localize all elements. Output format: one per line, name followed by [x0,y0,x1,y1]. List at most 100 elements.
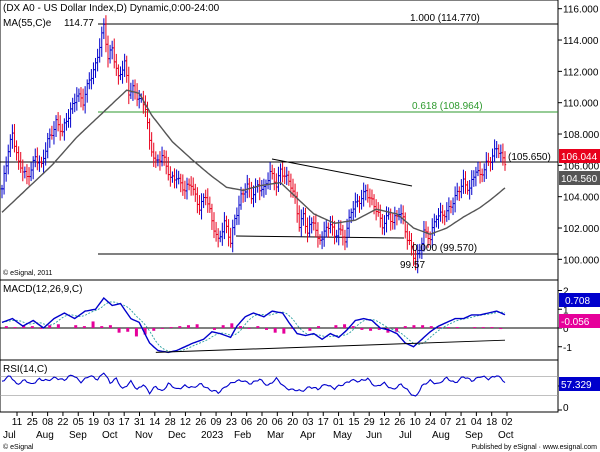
x-day-label: 25 [27,417,39,428]
x-month-label: Mar [267,430,285,441]
macd-tag: 0.708 [559,293,600,307]
x-day-label: 11 [12,417,23,428]
ma-label: MA(55,C)e [3,18,52,29]
price-y-tick-label: 108.000 [563,130,600,141]
x-day-label: 07 [440,417,452,428]
x-day-label: 29 [364,417,376,428]
macd-title: MACD(12,26,9,C) [3,284,82,295]
low-label: 99.57 [400,260,425,271]
svg-text:57.329: 57.329 [561,380,592,391]
x-month-label: Aug [36,430,54,441]
rsi-line [1,372,506,397]
price-tag: 106.044 [559,149,600,163]
rsi-y-tick-label: 0 [563,403,569,414]
x-month-label: Nov [135,430,153,441]
rsi-series [0,372,558,397]
x-month-label: Sep [465,430,483,441]
footer-right: Published by eSignal · www.esignal.com [471,444,597,451]
x-month-label: Feb [234,430,252,441]
rsi-panel-frame [0,359,559,413]
x-day-label: 26 [195,417,207,428]
price-y-axis: 100.000 102.000 104.000 106.000 108.000 110.0… [558,5,600,266]
price-panel-frame [0,0,559,281]
x-day-label: 09 [211,417,223,428]
price-y-tick-label: 112.000 [563,67,599,78]
x-day-label: 01 [333,417,345,428]
x-month-label: Dec [168,430,186,441]
macd-line [1,296,506,354]
rsi-tag: 57.329 [559,377,600,391]
svg-text:104.560: 104.560 [561,174,598,185]
x-day-label: 20 [287,417,299,428]
x-day-label: 28 [165,417,177,428]
x-day-label: 06 [241,417,253,428]
svg-text:106.044: 106.044 [561,152,598,163]
x-day-label: 08 [42,417,54,428]
x-month-label: Oct [102,430,118,441]
x-day-label: 06 [272,417,284,428]
rsi-title: RSI(14,C) [3,364,47,375]
x-day-label: 23 [226,417,238,428]
copyright-label: © eSignal, 2011 [3,269,53,277]
price-y-tick-label: 102.000 [563,224,600,235]
x-month-label: Jul [3,430,16,441]
price-bar [503,151,507,171]
x-day-label: 31 [134,417,146,428]
price-y-tick-label: 116.000 [563,5,599,16]
x-month-label: Jun [366,430,382,441]
x-month-label: Jul [399,430,412,441]
x-day-label: 04 [471,417,483,428]
x-day-label: 10 [410,417,422,428]
x-day-label: 19 [88,417,100,428]
x-day-label: 05 [73,417,85,428]
x-month-label: 2023 [201,430,224,441]
x-day-label: 02 [501,417,513,428]
x-day-label: 03 [103,417,115,428]
signal-line [1,301,506,353]
x-day-label: 12 [180,417,192,428]
fib-000-label: 0.000 (99.570) [412,243,477,254]
x-month-label: Sep [69,430,87,441]
x-day-label: 18 [486,417,498,428]
x-day-label: 22 [57,417,69,428]
svg-text:0.708: 0.708 [565,296,590,307]
x-day-label: 24 [425,417,437,428]
macd-trendline [155,339,506,353]
x-day-label: 03 [302,417,314,428]
chart-title: (DX A0 - US Dollar Index,D) Dynamic,0:00… [3,3,220,14]
fib-618-label: 0.618 (108.964) [412,101,483,112]
macd-y-tick-label: 0 [563,324,569,335]
price-y-tick-label: 100.000 [563,255,600,266]
macd-panel-frame [0,279,559,361]
macd-series [0,296,558,354]
svg-text:-0.056: -0.056 [561,317,590,328]
x-day-label: 14 [149,417,161,428]
macd-y-tick-label: -1 [563,343,572,354]
x-day-label: 12 [379,417,391,428]
price-y-tick-label: 114.000 [563,36,599,47]
fib-100-label: 1.000 (114.770) [410,13,480,24]
x-day-label: 17 [318,417,330,428]
high-label: 114.77 [64,18,94,29]
x-day-label: 17 [119,417,131,428]
triangle-upper-trendline [271,158,413,187]
x-month-label: May [333,430,352,441]
price-series [0,15,507,274]
price-y-tick-label: 104.000 [563,193,600,204]
footer-left: © eSignal [3,443,34,451]
x-day-label: 15 [348,417,360,428]
x-day-label: 21 [456,417,468,428]
x-month-label: Oct [498,430,514,441]
x-day-label: 26 [394,417,406,428]
x-axis: 11 25 08 22 05 19 03 17 31 14 28 12 26 09 23 06 20 06 20 03… [3,412,514,441]
price-y-tick-label: 106.000 [563,161,600,172]
ma-line [1,89,506,236]
signal-tag: -0.056 [559,314,600,328]
x-month-label: Apr [300,430,316,441]
x-month-label: Aug [432,430,450,441]
ma-tag: 104.560 [559,171,600,185]
x-day-label: 20 [256,417,268,428]
macd-y-tick-label: 2 [563,287,569,298]
macd-y-tick-label: 1 [563,305,569,316]
